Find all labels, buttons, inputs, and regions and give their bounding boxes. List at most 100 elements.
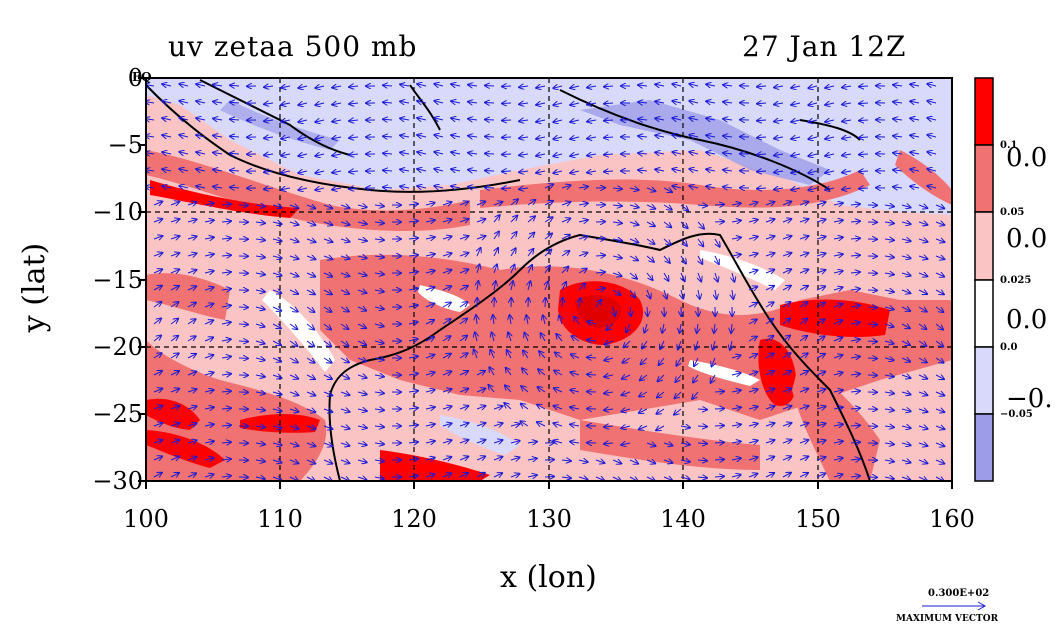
wind-vector	[697, 221, 704, 229]
wind-vector	[408, 204, 418, 205]
wind-vector	[315, 188, 325, 190]
wind-vector	[587, 322, 597, 325]
wind-vector	[604, 103, 614, 104]
wind-vector	[842, 120, 852, 122]
wind-vector	[544, 201, 553, 205]
wind-vector	[782, 353, 791, 359]
wind-vector	[884, 256, 894, 257]
wind-vector	[689, 135, 699, 137]
wind-vector	[799, 219, 809, 222]
wind-vector	[349, 137, 359, 138]
wind-vector	[748, 389, 758, 392]
wind-vector	[272, 375, 282, 378]
wind-vector	[782, 219, 791, 222]
wind-vector	[187, 473, 196, 477]
wind-vector	[757, 137, 767, 138]
wind-vector	[527, 233, 534, 240]
wind-vector	[901, 392, 911, 395]
wind-vector	[315, 137, 325, 139]
wind-vector	[732, 272, 734, 282]
wind-vector	[850, 289, 860, 290]
wind-vector	[519, 103, 529, 104]
wind-vector	[935, 340, 943, 347]
wind-vector	[604, 86, 614, 87]
wind-vector	[622, 357, 631, 363]
wind-vector	[238, 324, 248, 325]
wind-vector	[528, 281, 530, 291]
wind-vector	[459, 202, 468, 205]
wind-vector	[425, 320, 434, 324]
wind-vector	[162, 101, 172, 103]
wind-vector	[765, 389, 774, 392]
wind-vector	[893, 136, 903, 137]
colorbar-label: 0.1	[1000, 140, 1018, 151]
wind-vector	[306, 306, 314, 312]
wind-vector	[408, 425, 418, 426]
wind-vector	[561, 235, 570, 239]
wind-vector	[213, 136, 223, 138]
wind-vector	[323, 323, 331, 330]
wind-vector	[204, 304, 213, 307]
wind-vector	[153, 473, 162, 477]
wind-vector	[562, 298, 563, 308]
wind-vector	[646, 205, 655, 209]
wind-vector	[170, 389, 179, 392]
wind-vector	[281, 154, 291, 156]
wind-vector	[357, 273, 367, 276]
wind-vector	[383, 85, 393, 86]
wind-vector	[340, 340, 349, 346]
wind-vector	[799, 473, 808, 477]
wind-vector	[349, 154, 359, 155]
wind-vector	[765, 286, 774, 290]
wind-vector	[494, 281, 496, 291]
wind-vector	[544, 266, 550, 274]
wind-vector	[714, 426, 724, 427]
wind-vector	[731, 407, 741, 409]
wind-vector	[170, 286, 179, 290]
wind-vector	[221, 339, 231, 341]
wind-vector	[425, 203, 435, 205]
equator-label: EQ	[132, 70, 152, 84]
wind-vector	[417, 84, 427, 86]
wind-vector	[782, 286, 791, 290]
wind-vector	[170, 236, 180, 239]
wind-vector	[681, 289, 683, 299]
wind-vector	[604, 409, 614, 410]
wind-vector	[731, 220, 741, 222]
wind-vector	[604, 392, 614, 393]
wind-vector	[349, 171, 359, 172]
wind-vector	[153, 353, 162, 359]
wind-vector	[561, 267, 568, 274]
wind-vector	[816, 237, 826, 240]
wind-vector	[765, 253, 775, 256]
wind-vector	[935, 306, 943, 312]
wind-vector	[527, 475, 537, 477]
wind-vector	[714, 323, 715, 333]
wind-vector	[289, 307, 298, 312]
wind-vector	[476, 406, 485, 409]
wind-vector	[408, 442, 418, 443]
colorbar-overflow-label: 0.0	[1006, 143, 1048, 173]
wind-vector	[374, 239, 384, 240]
wind-vector	[408, 322, 418, 324]
wind-vector	[901, 290, 910, 293]
wind-vector	[644, 323, 647, 333]
wind-vector	[595, 288, 605, 290]
wind-vector	[451, 101, 461, 103]
wind-vector	[723, 187, 733, 188]
wind-vector	[663, 205, 672, 210]
wind-vector	[374, 477, 384, 479]
wind-vector	[417, 152, 427, 154]
wind-vector	[510, 441, 520, 443]
wind-vector	[315, 86, 325, 88]
wind-vector	[272, 324, 281, 328]
wind-vector	[425, 372, 435, 375]
wind-vector	[604, 120, 614, 121]
wind-vector	[442, 336, 451, 342]
wind-vector	[264, 188, 274, 189]
wind-vector	[713, 340, 715, 350]
wind-vector	[859, 137, 869, 138]
wind-vector	[816, 389, 826, 392]
wind-vector	[918, 256, 928, 259]
wind-vector	[901, 324, 910, 328]
